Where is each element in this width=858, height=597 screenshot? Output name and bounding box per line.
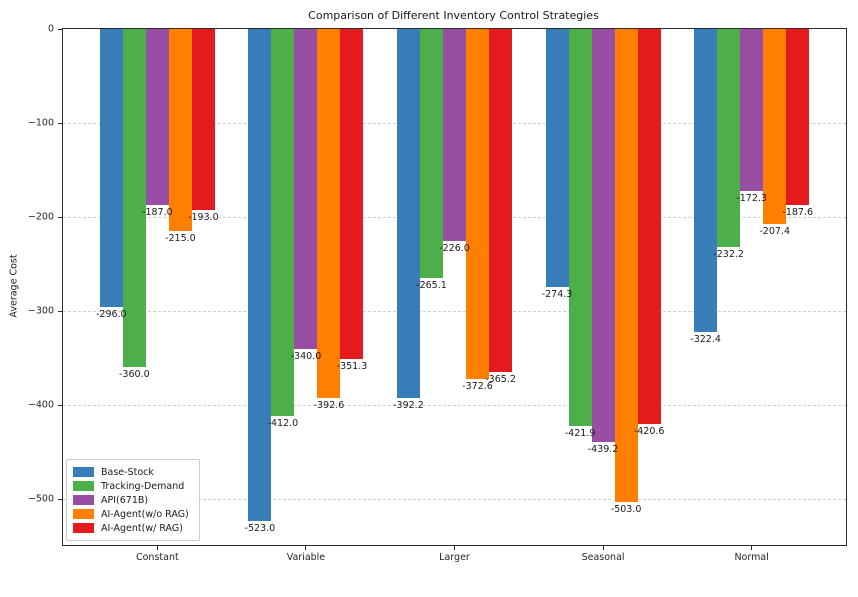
legend-swatch <box>73 523 94 533</box>
bar-value-label: -439.2 <box>587 443 619 455</box>
bar <box>489 29 513 373</box>
legend-label: API(671B) <box>101 494 149 506</box>
x-tick-label: Variable <box>286 552 326 563</box>
legend-item: API(671B) <box>73 493 189 507</box>
bar-value-label: -360.0 <box>119 369 150 381</box>
legend-swatch <box>73 467 94 477</box>
bar-value-label: -207.4 <box>759 225 790 237</box>
bar-value-label: -215.0 <box>165 233 196 245</box>
plot-area: 0 −100 −200 −300 −400 −500 Constant Variable La… <box>28 24 847 563</box>
bar-value-label: -523.0 <box>244 522 276 534</box>
bar-value-label: -232.2 <box>713 249 744 261</box>
legend-item: AI-Agent(w/ RAG) <box>73 521 189 535</box>
bar <box>317 29 341 398</box>
bar-value-label: -187.0 <box>142 206 173 218</box>
y-tick-mark <box>58 404 62 406</box>
x-tick-label: Seasonal <box>581 552 625 563</box>
bar-value-label: -274.3 <box>541 288 573 300</box>
y-tick-mark <box>58 29 62 30</box>
y-tick-label: −100 <box>27 117 54 129</box>
chart-title: Comparison of Different Inventory Contro… <box>308 9 599 22</box>
bar <box>168 29 192 232</box>
legend-item: Base-Stock <box>73 465 189 479</box>
bar <box>248 29 272 521</box>
y-tick-label: 0 <box>47 23 54 35</box>
y-axis-label: Average Cost <box>8 254 20 318</box>
bar-value-label: -412.0 <box>267 418 299 430</box>
bar <box>717 29 741 248</box>
y-tick-label: −500 <box>27 493 54 505</box>
bar <box>466 29 490 380</box>
bar-value-label: -226.0 <box>439 243 470 255</box>
x-tick-mark <box>454 546 455 550</box>
legend-swatch <box>73 481 94 491</box>
gridline <box>63 310 846 312</box>
y-tick-mark <box>58 310 62 312</box>
legend-label: Base-Stock <box>101 466 154 478</box>
x-tick-mark <box>156 546 158 550</box>
legend: Base-Stock Tracking-Demand API(671B) AI-Age… <box>66 459 200 541</box>
bar <box>271 29 295 417</box>
x-tick-mark <box>602 546 604 550</box>
bar <box>591 29 615 442</box>
bar <box>763 29 787 224</box>
bar <box>568 29 592 426</box>
x-tick-label: Normal <box>734 552 769 563</box>
bar <box>545 29 569 287</box>
y-tick-mark <box>58 122 62 124</box>
bar-value-label: -392.2 <box>393 399 424 411</box>
bar <box>191 29 215 211</box>
bar <box>145 29 169 205</box>
bar-value-label: -365.2 <box>485 374 516 386</box>
gridline <box>63 498 846 500</box>
bar-value-label: -503.0 <box>610 503 642 515</box>
bar-value-label: -340.0 <box>290 350 322 362</box>
y-tick-mark <box>58 216 62 218</box>
bar <box>396 29 420 398</box>
bar <box>740 29 764 191</box>
x-tick-mark <box>305 546 307 550</box>
y-tick-label: −300 <box>27 305 54 317</box>
legend-item: Tracking-Demand <box>73 479 189 493</box>
bar-value-label: -351.3 <box>336 361 368 373</box>
bar-value-label: -172.3 <box>736 192 767 204</box>
x-tick-label: Constant <box>135 552 179 563</box>
bar <box>340 29 364 360</box>
legend-label: AI-Agent(w/o RAG) <box>101 508 189 520</box>
bar-value-label: -265.1 <box>416 280 447 292</box>
bar <box>637 29 661 425</box>
bar <box>122 29 146 368</box>
gridline <box>63 404 846 406</box>
bar-value-label: -392.6 <box>313 400 345 411</box>
bar <box>694 29 718 333</box>
bar <box>614 29 638 502</box>
bar <box>786 29 810 206</box>
bar-value-label: -421.9 <box>564 427 596 439</box>
bar-value-label: -372.6 <box>462 381 493 393</box>
y-tick-label: −200 <box>27 211 54 223</box>
bar-value-label: -296.0 <box>95 309 127 321</box>
bar <box>294 29 318 349</box>
legend-swatch <box>73 509 94 519</box>
bar-value-label: -322.4 <box>690 334 721 346</box>
legend-label: Tracking-Demand <box>101 480 185 492</box>
legend-swatch <box>73 495 94 505</box>
legend-item: AI-Agent(w/o RAG) <box>73 507 189 521</box>
bar-value-label: -187.6 <box>782 207 814 219</box>
y-tick-label: −400 <box>27 399 54 411</box>
x-tick-label: Larger <box>439 552 470 563</box>
bar <box>442 29 466 242</box>
bar-value-label: -193.0 <box>188 212 219 224</box>
y-tick-mark <box>58 498 62 500</box>
x-tick-mark <box>751 546 753 550</box>
bar <box>419 29 443 279</box>
bar-value-label: -420.6 <box>633 426 665 438</box>
bar <box>99 29 123 308</box>
legend-label: AI-Agent(w/ RAG) <box>101 522 183 534</box>
